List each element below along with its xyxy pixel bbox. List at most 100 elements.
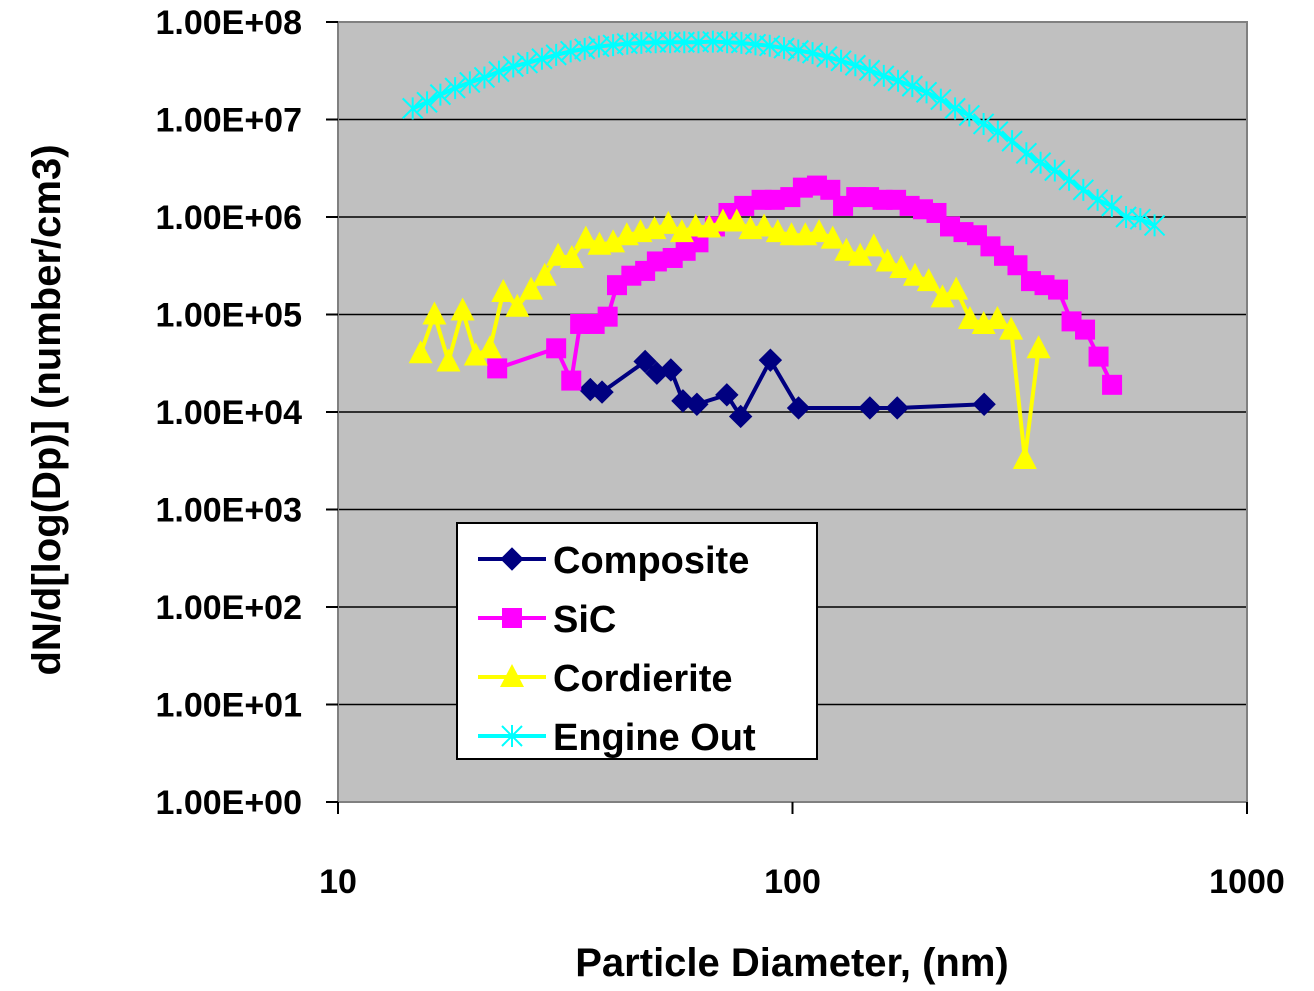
data-point <box>916 268 941 292</box>
data-point <box>408 340 433 364</box>
legend-marker <box>501 725 523 747</box>
data-point <box>957 305 982 329</box>
data-point <box>416 91 438 114</box>
legend-item: SiC <box>478 599 616 641</box>
data-point <box>1007 255 1028 276</box>
data-point <box>834 237 859 261</box>
data-point <box>519 276 544 300</box>
data-point <box>502 55 524 78</box>
data-point <box>545 43 567 66</box>
data-point <box>887 69 909 92</box>
data-point <box>773 37 795 60</box>
data-point <box>858 396 882 420</box>
data-point <box>1143 214 1166 237</box>
data-point <box>559 244 584 268</box>
data-point <box>590 380 614 404</box>
data-point <box>873 64 895 87</box>
legend-item: Composite <box>478 540 749 582</box>
data-point <box>1088 346 1109 367</box>
data-point <box>786 396 811 420</box>
data-point <box>463 342 488 366</box>
data-point <box>1129 208 1152 231</box>
y-tick-label: 1.00E+01 <box>155 687 302 725</box>
data-point <box>1072 178 1095 201</box>
data-point <box>985 305 1010 329</box>
series-cordierite <box>408 208 1051 469</box>
y-tick-label: 1.00E+00 <box>155 784 302 822</box>
data-point <box>574 37 596 60</box>
data-point <box>972 112 995 135</box>
data-point <box>473 66 496 89</box>
y-tick-label: 1.00E+02 <box>155 589 302 627</box>
data-point <box>685 392 709 416</box>
data-point <box>1101 194 1123 217</box>
data-point <box>1012 445 1037 469</box>
legend: Composite SiC Cordierite Engine Out <box>456 522 818 760</box>
data-point <box>728 404 753 429</box>
data-point <box>972 392 996 416</box>
legend-label: SiC <box>553 599 616 641</box>
y-tick-label: 1.00E+03 <box>155 492 302 530</box>
data-point <box>1048 279 1069 300</box>
data-point <box>820 225 845 249</box>
data-point <box>597 306 618 327</box>
data-point <box>559 40 582 63</box>
x-tick-label: 1000 <box>1209 863 1285 901</box>
legend-item: Cordierite <box>478 658 732 700</box>
data-point <box>401 97 424 120</box>
data-point <box>765 219 790 243</box>
data-point <box>459 71 481 94</box>
series-layer <box>401 30 1166 469</box>
data-point <box>752 213 777 237</box>
data-point <box>734 195 755 216</box>
legend-label: Engine Out <box>553 717 756 759</box>
y-tick-label: 1.00E+05 <box>155 297 302 335</box>
y-tick-label: 1.00E+08 <box>155 4 302 42</box>
data-point <box>656 210 681 234</box>
legend-label: Cordierite <box>553 658 732 700</box>
data-point <box>830 49 852 72</box>
data-point <box>889 254 914 278</box>
series-sic <box>487 175 1123 395</box>
data-point <box>1044 159 1066 182</box>
data-point <box>915 81 938 104</box>
legend-marker <box>500 547 524 571</box>
data-point <box>724 208 749 232</box>
data-point <box>944 276 969 300</box>
series-composite <box>578 348 996 429</box>
data-point <box>764 189 785 210</box>
data-point <box>1001 130 1023 153</box>
data-point <box>429 83 452 106</box>
y-axis-ticks: 1.00E+00 1.00E+01 1.00E+02 1.00E+03 1.00E+04… <box>155 4 338 822</box>
x-tick-label: 10 <box>319 863 357 901</box>
data-point <box>944 97 966 120</box>
data-point <box>646 251 667 272</box>
data-point <box>422 301 447 325</box>
data-point <box>1075 319 1096 340</box>
data-point <box>902 262 927 286</box>
data-point <box>532 262 557 286</box>
data-point <box>885 396 909 420</box>
data-point <box>999 316 1024 340</box>
data-point <box>1102 374 1123 395</box>
data-point <box>1029 151 1052 174</box>
data-point <box>488 60 510 83</box>
legend-label: Composite <box>553 540 749 582</box>
x-axis-title: Particle Diameter, (nm) <box>575 941 1009 985</box>
legend-marker <box>502 608 522 628</box>
data-point <box>450 297 475 321</box>
data-point <box>697 214 722 238</box>
data-point <box>633 349 657 374</box>
data-point <box>801 42 824 65</box>
data-point <box>758 348 783 372</box>
data-point <box>930 88 952 111</box>
x-axis-ticks: 10 100 1000 <box>319 802 1285 901</box>
data-point <box>601 229 626 253</box>
data-point <box>505 293 530 317</box>
data-point <box>436 348 461 372</box>
data-point <box>987 120 1009 143</box>
data-point <box>659 358 683 382</box>
data-point <box>858 59 881 82</box>
data-point <box>875 248 900 272</box>
